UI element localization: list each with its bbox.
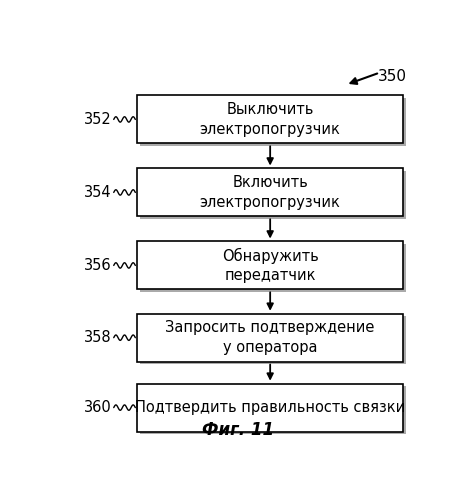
Bar xyxy=(140,244,405,292)
Bar xyxy=(140,171,405,219)
Text: Запросить подтверждение
у оператора: Запросить подтверждение у оператора xyxy=(165,320,374,355)
Bar xyxy=(137,242,402,289)
Text: 350: 350 xyxy=(377,69,406,84)
Bar xyxy=(140,98,405,146)
Text: Включить
электропогрузчик: Включить электропогрузчик xyxy=(199,175,340,210)
Bar xyxy=(137,314,402,362)
Text: Фиг. 11: Фиг. 11 xyxy=(201,421,273,439)
Text: Выключить
электропогрузчик: Выключить электропогрузчик xyxy=(199,102,340,137)
Text: 360: 360 xyxy=(83,400,111,415)
Bar xyxy=(137,384,402,432)
Bar xyxy=(137,95,402,143)
Text: Обнаружить
передатчик: Обнаружить передатчик xyxy=(221,248,318,283)
Text: 358: 358 xyxy=(83,330,111,345)
Text: 356: 356 xyxy=(83,258,111,273)
Text: 354: 354 xyxy=(83,185,111,200)
Bar xyxy=(137,169,402,217)
Bar xyxy=(140,316,405,364)
Text: 352: 352 xyxy=(83,112,111,127)
Bar xyxy=(140,386,405,434)
Text: Подтвердить правильность связки: Подтвердить правильность связки xyxy=(135,400,404,415)
